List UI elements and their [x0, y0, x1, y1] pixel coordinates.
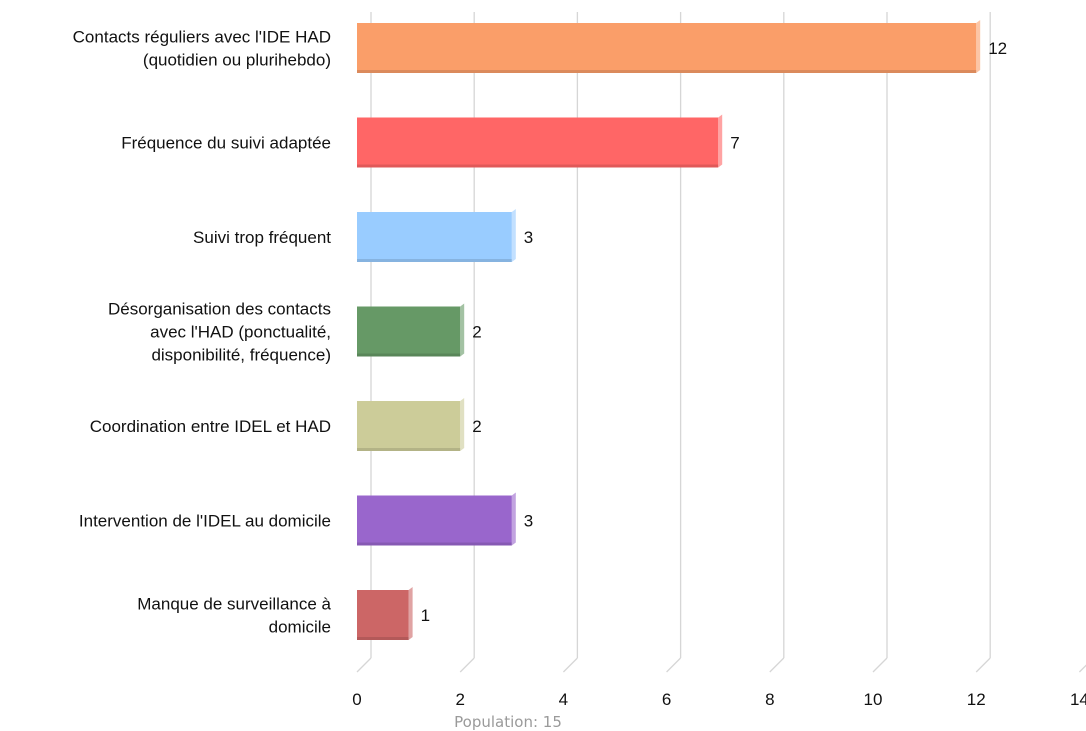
gridline-depth — [975, 657, 991, 673]
bar-shade — [357, 164, 719, 168]
bar-shade — [357, 637, 409, 640]
x-axis-ticks: 0 2 4 6 8 10 12 14 — [352, 690, 1086, 709]
bar — [357, 590, 409, 640]
x-tick-label: 8 — [765, 690, 774, 709]
bars: 12 7 3 2 2 3 1 — [357, 20, 1007, 640]
category-label: Coordination entre IDEL et HAD — [90, 417, 331, 436]
bar-side — [408, 587, 413, 640]
bar-value-label: 3 — [524, 228, 533, 247]
bar — [357, 212, 512, 262]
bar-side — [460, 398, 465, 451]
bar — [357, 117, 719, 168]
bar-value-label: 12 — [988, 39, 1007, 58]
gridline-depth — [459, 657, 475, 673]
x-tick-label: 0 — [352, 690, 361, 709]
bar — [357, 495, 512, 546]
x-tick-label: 6 — [662, 690, 671, 709]
bar-side — [718, 114, 723, 168]
bar-shade — [357, 70, 977, 73]
gridline-depth — [1078, 664, 1086, 673]
bar-side — [976, 20, 981, 73]
bar-shade — [357, 542, 512, 546]
bar-value-label: 2 — [472, 417, 481, 436]
population-footer: Population: 15 — [454, 713, 562, 731]
category-label: Désorganisation des contacts avec l'HAD (… — [108, 300, 331, 365]
bar-shade — [357, 448, 461, 451]
bar — [357, 306, 461, 357]
x-tick-label: 14 — [1070, 690, 1086, 709]
category-label: Intervention de l'IDEL au domicile — [79, 512, 331, 531]
gridline-depth — [872, 657, 888, 673]
x-tick-label: 10 — [864, 690, 883, 709]
gridlines — [356, 12, 1086, 673]
bar-side — [511, 492, 516, 546]
category-label: Contacts réguliers avec l'IDE HAD (quotid… — [73, 28, 331, 70]
x-tick-label: 4 — [559, 690, 568, 709]
category-label: Suivi trop fréquent — [193, 228, 331, 247]
bar-value-label: 2 — [472, 323, 481, 342]
category-labels: Contacts réguliers avec l'IDE HAD (quotid… — [73, 28, 332, 637]
bar-shade — [357, 353, 461, 357]
bar-side — [460, 303, 465, 357]
category-label: Fréquence du suivi adaptée — [121, 134, 331, 153]
bar-shade — [357, 259, 512, 262]
bar — [357, 23, 977, 73]
x-tick-label: 2 — [455, 690, 464, 709]
bar-value-label: 3 — [524, 512, 533, 531]
x-tick-label: 12 — [967, 690, 986, 709]
gridline-depth — [769, 657, 785, 673]
gridline-depth — [356, 657, 372, 673]
bar-value-label: 1 — [421, 606, 430, 625]
category-label: Manque de surveillance à domicile — [137, 595, 331, 637]
bar-value-label: 7 — [730, 134, 739, 153]
gridline-depth — [562, 657, 578, 673]
bar — [357, 401, 461, 451]
bar-side — [511, 209, 516, 262]
gridline-depth — [666, 657, 682, 673]
